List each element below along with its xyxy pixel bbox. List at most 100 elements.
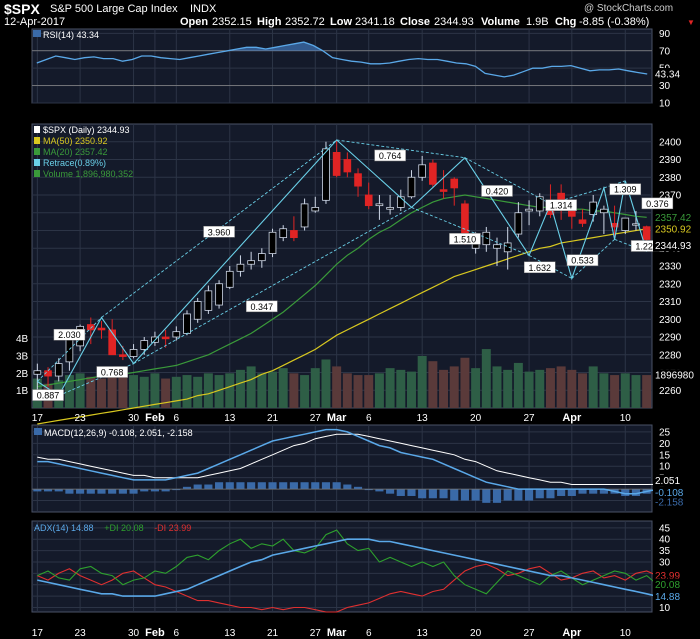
volume-bar xyxy=(385,368,395,408)
candle-body xyxy=(439,189,448,192)
candle-body xyxy=(482,231,491,246)
candle-body xyxy=(621,217,630,231)
candle-body xyxy=(364,194,373,207)
y-tick-label: 70 xyxy=(659,46,671,57)
macd-histogram-bar xyxy=(514,489,523,501)
volume-bar xyxy=(64,375,74,408)
macd-histogram-bar xyxy=(311,482,320,490)
chg-label: Chg xyxy=(555,16,577,28)
candle-body xyxy=(119,354,127,357)
volume-tick-label: 3B xyxy=(16,352,29,363)
price-legend-swatch xyxy=(34,148,40,155)
macd-histogram-bar xyxy=(450,489,459,501)
rsi-last-value: 43.34 xyxy=(655,69,680,80)
volume-bar xyxy=(246,366,256,408)
candle-body xyxy=(97,327,106,331)
retrace-ratio-label: 2.030 xyxy=(58,330,81,340)
retrace-ratio-label: 0.420 xyxy=(486,186,509,196)
panel-rsi xyxy=(31,28,653,104)
volume-bar xyxy=(556,366,566,408)
x-axis-label-bottom: Feb xyxy=(145,627,165,639)
macd-histogram-bar xyxy=(471,489,480,501)
x-axis-label-bottom: 10 xyxy=(620,628,632,639)
close-last-value: 2344.93 xyxy=(655,241,692,252)
candle-body xyxy=(525,208,533,212)
y-tick-label: 2390 xyxy=(659,155,682,166)
volume-value: 1.9B xyxy=(526,16,549,28)
retrace-ratio-box xyxy=(96,366,128,378)
low-label: Low xyxy=(330,16,352,28)
candle-body xyxy=(300,203,309,228)
volume-bar xyxy=(214,375,224,408)
macd-histogram-bar xyxy=(193,484,202,490)
macd-histogram-bar xyxy=(589,489,598,494)
candle-body xyxy=(225,270,234,288)
volume-bar xyxy=(86,376,96,408)
y-tick-label: 45 xyxy=(659,523,671,534)
macd-histogram-bar xyxy=(482,489,491,503)
volume-bar xyxy=(139,376,149,408)
volume-bar xyxy=(161,378,171,408)
price-legend-item: $SPX (Daily) 2344.93 xyxy=(43,125,130,135)
retrace-dashed xyxy=(336,139,465,159)
x-axis-label-bottom: 30 xyxy=(128,628,140,639)
macd-histogram-bar xyxy=(492,489,502,503)
candle-body xyxy=(215,283,223,306)
symbol-label: $SPX xyxy=(4,1,40,17)
minus-di-value: 23.99 xyxy=(655,571,680,582)
close-label: Close xyxy=(400,16,430,28)
volume-bar xyxy=(300,375,310,408)
high-value: 2352.72 xyxy=(285,16,325,28)
macd-value: -0.108 xyxy=(655,488,684,499)
x-axis-label: 10 xyxy=(620,413,632,424)
open-value: 2352.15 xyxy=(212,16,252,28)
ma20-last-value-bg xyxy=(653,211,697,224)
macd-histogram-bar xyxy=(86,489,95,494)
retrace-dashed xyxy=(411,207,530,256)
retrace-ratio-label: 1.314 xyxy=(550,201,573,211)
retrace-dashed xyxy=(464,157,551,205)
macd-histogram-bar xyxy=(43,489,53,492)
volume-bar xyxy=(268,371,278,408)
macd-histogram-bar xyxy=(364,489,373,491)
macd-histogram-bar xyxy=(129,489,138,494)
candle-body xyxy=(642,226,651,240)
panel-macd xyxy=(31,424,653,513)
x-axis-label-bottom: 17 xyxy=(32,628,44,639)
retrace-dashed xyxy=(37,317,102,382)
volume-bar xyxy=(481,349,491,408)
volume-bar xyxy=(225,373,235,408)
y-tick-label: 30 xyxy=(659,557,671,568)
ma50-last-value: 2350.92 xyxy=(655,224,692,235)
y-tick-label: 2300 xyxy=(659,315,682,326)
open-label: Open xyxy=(180,16,209,28)
macd-legend: MACD(12,26,9) -0.108, 2.051, -2.158 xyxy=(44,428,193,438)
plus-di-line xyxy=(37,529,658,595)
retrace-ratio-label: 1.222 xyxy=(635,241,658,251)
macd-histogram-bar xyxy=(332,482,341,490)
macd-histogram-bar xyxy=(225,482,234,490)
macd-histogram-bar xyxy=(150,489,159,492)
retrace-ratio-box xyxy=(32,389,64,401)
retrace-ratio-box xyxy=(374,149,406,162)
y-tick-label: 2380 xyxy=(659,173,682,184)
y-tick-label: 25 xyxy=(659,427,671,438)
volume-bar xyxy=(235,369,245,408)
low-value: 2341.18 xyxy=(355,16,395,28)
x-axis-label: 6 xyxy=(174,413,180,424)
volume-bar xyxy=(96,378,106,408)
plus-di-value: 20.08 xyxy=(655,580,680,591)
index-name: S&P 500 Large Cap Index xyxy=(50,3,178,15)
volume-bar xyxy=(588,366,598,408)
y-tick-label: 10 xyxy=(659,99,671,110)
retrace-ratio-box xyxy=(203,226,235,238)
candle-body xyxy=(33,370,42,375)
macd-histogram-bar xyxy=(599,489,608,494)
retrace-ratio-box xyxy=(524,261,556,274)
adx-line xyxy=(37,538,658,598)
macd-histogram-bar xyxy=(140,489,149,492)
macd-histogram-bar xyxy=(503,489,512,501)
retrace-ratio-box xyxy=(246,300,278,313)
candle-body xyxy=(343,159,352,173)
